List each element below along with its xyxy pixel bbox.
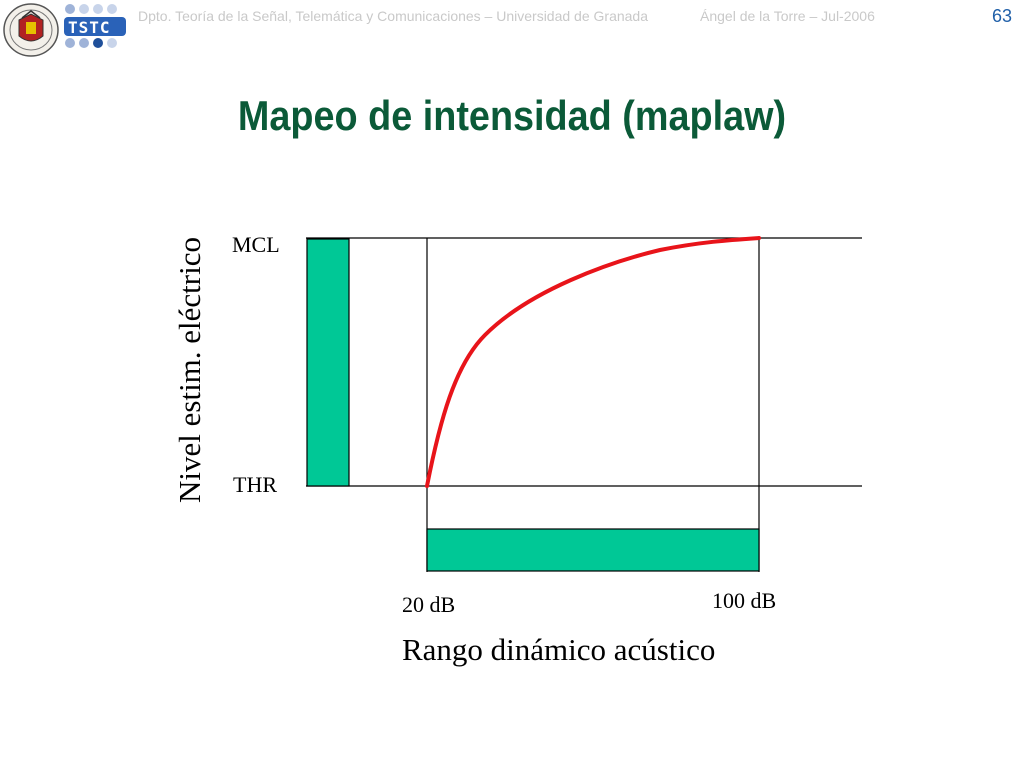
slide-title: Mapeo de intensidad (maplaw) <box>237 92 787 139</box>
x-start-label: 20 dB <box>402 592 456 617</box>
thr-label: THR <box>233 472 277 497</box>
header-author: Ángel de la Torre – Jul-2006 <box>700 8 875 24</box>
x-axis-label: Rango dinámico acústico <box>402 632 716 667</box>
tstc-logo: TSTC <box>62 2 130 52</box>
y-axis-label: Nivel estim. eléctrico <box>172 237 207 503</box>
university-seal-logo <box>2 2 60 58</box>
x-end-label: 100 dB <box>712 588 777 613</box>
header-institution: Dpto. Teoría de la Señal, Telemática y C… <box>138 8 648 24</box>
mcl-label: MCL <box>232 232 280 257</box>
page-number: 63 <box>991 6 1012 26</box>
acoustic-range-bar <box>426 528 760 572</box>
electrical-range-bar <box>306 238 350 487</box>
mapping-curve <box>425 236 761 488</box>
tstc-logo-text: TSTC <box>68 18 111 37</box>
